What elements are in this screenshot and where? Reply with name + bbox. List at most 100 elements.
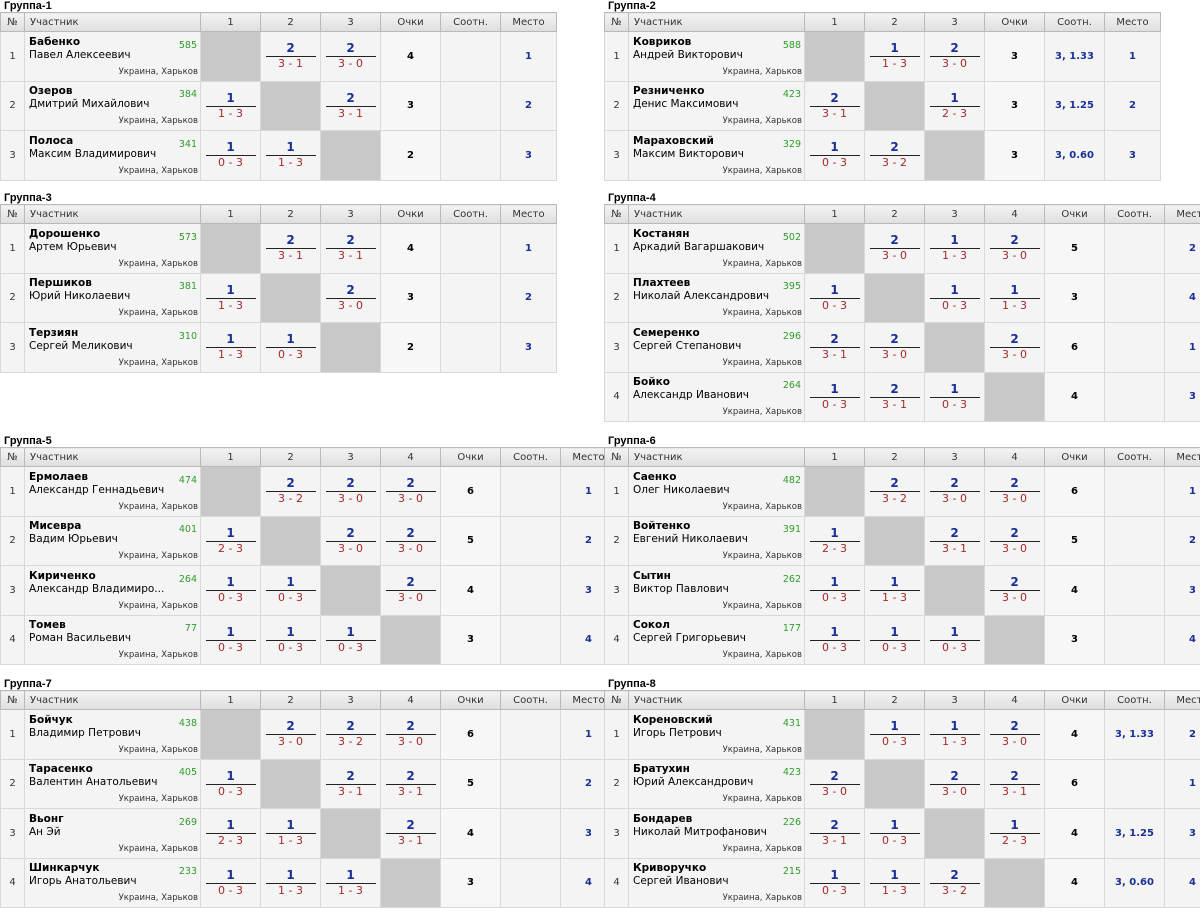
- participant-cell[interactable]: Семеренко Сергей Степанович 296 Украина, Ха…: [628, 322, 805, 373]
- player-surname[interactable]: Мараховский: [633, 134, 714, 147]
- participant-cell[interactable]: Озеров Дмитрий Михайлович 384 Украина, Харь…: [24, 80, 201, 131]
- participant-cell[interactable]: Терзиян Сергей Меликович 310 Украина, Харьк…: [24, 322, 201, 373]
- participant-cell[interactable]: Резниченко Денис Максимович 423 Украина, Ха…: [628, 80, 805, 131]
- participant-cell[interactable]: Ковриков Андрей Викторович 588 Украина, Хар…: [628, 31, 805, 82]
- player-surname[interactable]: Шинкарчук: [29, 862, 100, 875]
- player-surname[interactable]: Терзиян: [29, 326, 79, 339]
- participant-cell[interactable]: Саенко Олег Николаевич 482 Украина, Харьков: [628, 466, 805, 517]
- player-surname[interactable]: Плахтеев: [633, 277, 691, 290]
- player-surname[interactable]: Першиков: [29, 277, 92, 290]
- participant-cell[interactable]: Кириченко Александр Владимиро... 264 Украин…: [24, 565, 201, 616]
- player-surname[interactable]: Бойчук: [29, 713, 73, 726]
- participant-cell[interactable]: Вьонг Ан Эй 269 Украина, Харьков: [24, 808, 201, 859]
- participant-cell[interactable]: Мисевра Вадим Юрьевич 401 Украина, Харьков: [24, 515, 201, 566]
- player-surname[interactable]: Сытин: [633, 569, 671, 582]
- player-surname[interactable]: Дорошенко: [29, 227, 101, 240]
- player-surname[interactable]: Криворучко: [633, 862, 707, 875]
- player-surname[interactable]: Ермолаев: [29, 470, 89, 483]
- participant-cell[interactable]: Мараховский Максим Викторович 329 Украина, …: [628, 130, 805, 181]
- participant-cell[interactable]: Братухин Юрий Александрович 423 Украина, Ха…: [628, 758, 805, 809]
- player-surname[interactable]: Резниченко: [633, 85, 705, 98]
- player-surname[interactable]: Мисевра: [29, 520, 82, 533]
- participant-cell[interactable]: Бондарев Николай Митрофанович 226 Украина, …: [628, 808, 805, 859]
- player-surname[interactable]: Бондарев: [633, 812, 693, 825]
- participant-cell[interactable]: Полоса Максим Владимирович 341 Украина, Хар…: [24, 130, 201, 181]
- participant-cell[interactable]: Ермолаев Александр Геннадьевич 474 Украина,…: [24, 466, 201, 517]
- player-surname[interactable]: Вьонг: [29, 812, 64, 825]
- player-surname[interactable]: Бабенко: [29, 35, 81, 48]
- player-surname[interactable]: Кириченко: [29, 569, 96, 582]
- participant-cell[interactable]: Костанян Аркадий Вагаршакович 502 Украина, …: [628, 223, 805, 274]
- player-surname[interactable]: Костанян: [633, 227, 690, 240]
- player-surname[interactable]: Кореновский: [633, 713, 713, 726]
- participant-cell[interactable]: Сытин Виктор Павлович 262 Украина, Харьков: [628, 565, 805, 616]
- player-surname[interactable]: Бойко: [633, 376, 670, 389]
- participant-cell[interactable]: Першиков Юрий Николаевич 381 Украина, Харьк…: [24, 272, 201, 323]
- player-surname[interactable]: Саенко: [633, 470, 677, 483]
- player-surname[interactable]: Войтенко: [633, 520, 691, 533]
- participant-cell[interactable]: Бойко Александр Иванович 264 Украина, Харьк…: [628, 371, 805, 422]
- participant-cell[interactable]: Бабенко Павел Алексеевич 585 Украина, Харьк…: [24, 31, 201, 82]
- participant-cell[interactable]: Войтенко Евгений Николаевич 391 Украина, Ха…: [628, 515, 805, 566]
- participant-cell[interactable]: Шинкарчук Игорь Анатольевич 233 Украина, Ха…: [24, 857, 201, 908]
- player-surname[interactable]: Озеров: [29, 85, 73, 98]
